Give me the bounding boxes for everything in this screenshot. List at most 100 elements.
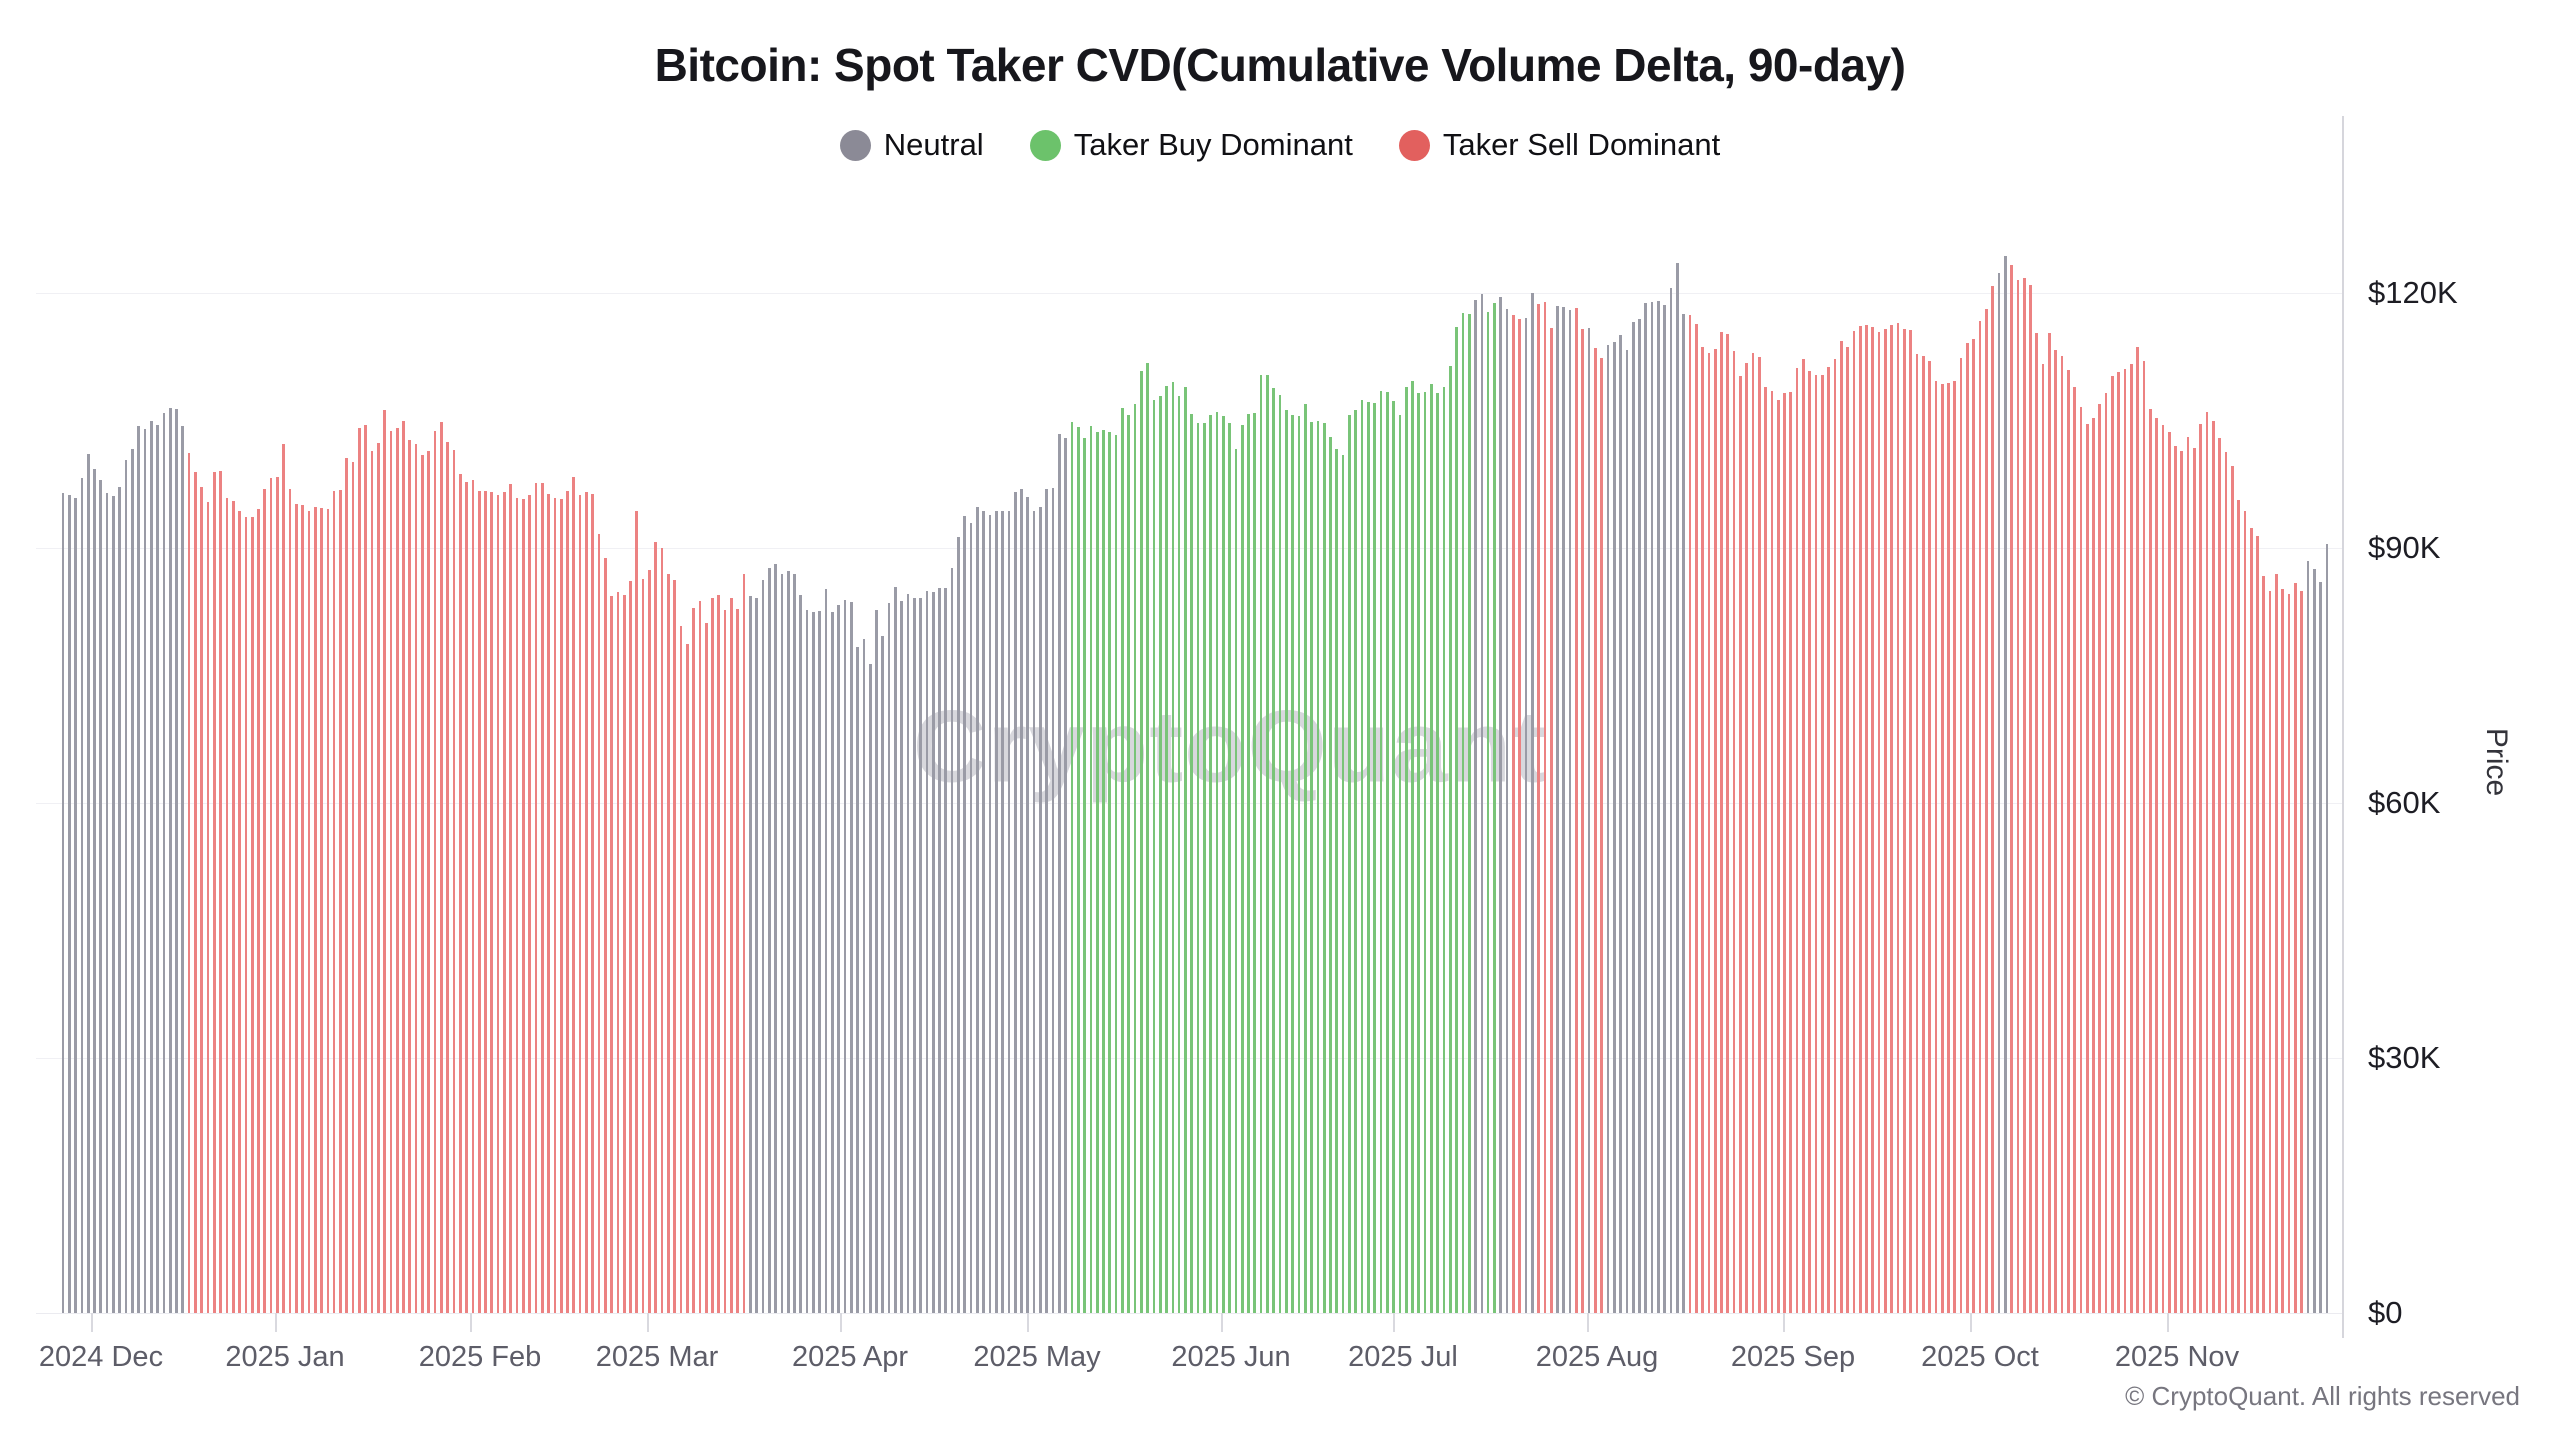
price-bar[interactable] [1253, 412, 1257, 1313]
price-bar[interactable] [313, 507, 317, 1313]
price-bar[interactable] [263, 489, 267, 1313]
price-bar[interactable] [408, 440, 412, 1313]
price-bar[interactable] [2300, 590, 2303, 1313]
price-bar[interactable] [862, 638, 866, 1313]
price-bar[interactable] [156, 424, 159, 1313]
price-bar[interactable] [1808, 371, 1812, 1313]
price-bar[interactable] [131, 449, 134, 1313]
price-bar[interactable] [143, 429, 147, 1313]
price-bar[interactable] [1978, 321, 1982, 1313]
price-bar[interactable] [2117, 372, 2121, 1313]
price-bar[interactable] [490, 491, 494, 1313]
price-bar[interactable] [2142, 361, 2146, 1313]
price-bar[interactable] [332, 491, 336, 1313]
price-bar[interactable] [1171, 382, 1175, 1313]
legend-item-taker-sell-dominant[interactable]: Taker Sell Dominant [1398, 127, 1720, 163]
price-bar[interactable] [1959, 358, 1963, 1313]
price-bar[interactable] [2224, 451, 2228, 1313]
price-bar[interactable] [2325, 543, 2329, 1313]
price-bar[interactable] [881, 635, 885, 1313]
price-bar[interactable] [2098, 403, 2102, 1313]
price-bar[interactable] [1694, 323, 1698, 1313]
price-bar[interactable] [2123, 368, 2127, 1313]
price-bar[interactable] [1915, 354, 1919, 1313]
price-bar[interactable] [1373, 402, 1376, 1313]
price-bar[interactable] [1568, 310, 1572, 1313]
price-bar[interactable] [1543, 302, 1547, 1313]
price-bar[interactable] [2048, 332, 2051, 1313]
price-bar[interactable] [484, 491, 487, 1313]
price-bar[interactable] [1789, 391, 1793, 1313]
price-bar[interactable] [1745, 362, 1749, 1313]
price-bar[interactable] [1209, 414, 1213, 1313]
price-bar[interactable] [1165, 385, 1168, 1313]
price-bar[interactable] [2281, 588, 2285, 1313]
price-bar[interactable] [1739, 376, 1742, 1313]
price-bar[interactable] [629, 581, 632, 1313]
price-bar[interactable] [2287, 593, 2291, 1313]
price-bar[interactable] [1713, 349, 1717, 1313]
price-bar[interactable] [402, 420, 405, 1313]
price-bar[interactable] [168, 407, 172, 1313]
price-bar[interactable] [1518, 318, 1522, 1313]
price-bar[interactable] [2085, 423, 2089, 1313]
price-bar[interactable] [730, 598, 733, 1313]
price-bar[interactable] [2256, 536, 2259, 1313]
price-bar[interactable] [1688, 315, 1692, 1313]
price-bar[interactable] [149, 421, 153, 1313]
price-bar[interactable] [1297, 416, 1301, 1313]
price-bar[interactable] [875, 610, 878, 1313]
price-bar[interactable] [528, 495, 531, 1313]
price-bar[interactable] [2319, 582, 2322, 1313]
price-bar[interactable] [471, 480, 475, 1313]
price-bar[interactable] [780, 573, 784, 1313]
price-bar[interactable] [1285, 410, 1288, 1313]
price-bar[interactable] [1663, 304, 1667, 1313]
price-bar[interactable] [1133, 404, 1137, 1313]
price-bar[interactable] [1846, 347, 1849, 1313]
price-bar[interactable] [2230, 466, 2234, 1313]
price-bar[interactable] [1991, 286, 1994, 1313]
price-bar[interactable] [1947, 383, 1950, 1313]
price-bar[interactable] [906, 593, 910, 1313]
price-bar[interactable] [376, 442, 380, 1313]
price-bar[interactable] [1278, 395, 1282, 1313]
price-bar[interactable] [1366, 401, 1370, 1313]
price-bar[interactable] [1196, 423, 1200, 1313]
price-bar[interactable] [1921, 355, 1925, 1313]
price-bar[interactable] [648, 570, 651, 1313]
price-bar[interactable] [2161, 424, 2165, 1313]
price-bar[interactable] [1234, 448, 1238, 1313]
price-bar[interactable] [2003, 255, 2007, 1313]
price-bar[interactable] [206, 502, 210, 1313]
price-bar[interactable] [2060, 355, 2064, 1313]
price-bar[interactable] [1139, 371, 1143, 1313]
price-bar[interactable] [509, 484, 513, 1313]
price-bar[interactable] [2079, 406, 2083, 1313]
price-bar[interactable] [1997, 273, 2001, 1313]
price-bar[interactable] [175, 409, 178, 1313]
price-bar[interactable] [1385, 391, 1389, 1313]
price-bar[interactable] [1934, 380, 1938, 1313]
price-bar[interactable] [2010, 264, 2013, 1313]
price-bar[interactable] [238, 511, 241, 1313]
price-bar[interactable] [938, 587, 941, 1313]
price-bar[interactable] [2066, 370, 2070, 1313]
price-bar[interactable] [1726, 333, 1730, 1313]
price-bar[interactable] [1701, 347, 1704, 1313]
price-bar[interactable] [1833, 359, 1837, 1313]
price-bar[interactable] [1619, 334, 1622, 1313]
price-bar[interactable] [1102, 429, 1105, 1313]
price-bar[interactable] [736, 609, 740, 1313]
price-bar[interactable] [1751, 352, 1755, 1313]
price-bar[interactable] [673, 580, 677, 1313]
price-bar[interactable] [540, 483, 544, 1313]
price-bar[interactable] [269, 478, 273, 1313]
price-bar[interactable] [219, 470, 222, 1313]
price-bar[interactable] [1045, 489, 1049, 1313]
price-bar[interactable] [1657, 300, 1660, 1313]
price-bar[interactable] [1530, 293, 1534, 1313]
price-bar[interactable] [553, 497, 557, 1313]
price-bar[interactable] [786, 570, 790, 1313]
price-bar[interactable] [67, 495, 71, 1313]
